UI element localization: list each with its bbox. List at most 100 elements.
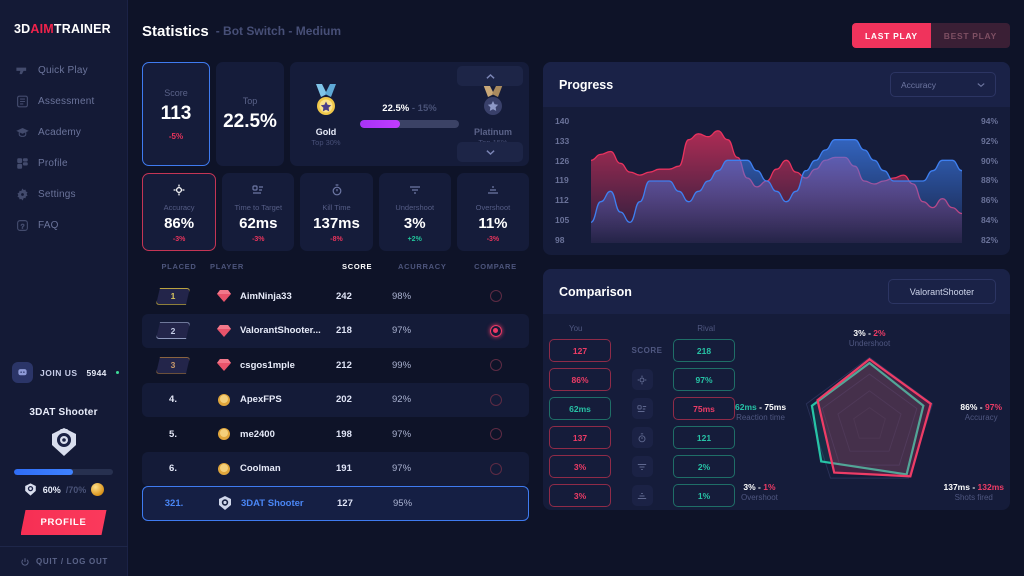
rank-progress: 22.5% - 15% [354,103,465,128]
stat-time-to-target[interactable]: Time to Target 62ms -3% [222,173,295,251]
sidebar-item-profile[interactable]: Profile [0,149,127,178]
stat-kill-time[interactable]: Kill Time 137ms -8% [300,173,373,251]
table-row[interactable]: 3 csgos1mple 212 99% [142,348,529,383]
top-card[interactable]: Top 22.5% [216,62,284,166]
compare-radio[interactable] [489,462,502,475]
accuracy-cell: 97% [392,428,412,440]
player-name: 3DAT Shooter [241,497,304,509]
radar-label-name: Overshoot [741,493,778,502]
join-us-count: 5944 [86,367,107,378]
radar-label-name: Reaction time [736,413,785,422]
stat-label: Overshoot [475,203,511,212]
profile-button[interactable]: PROFILE [21,510,107,535]
join-us-row[interactable]: JOIN US 5944 [0,362,127,383]
xp-progress-bar [14,469,113,475]
sidebar-item-settings[interactable]: Settings [0,180,127,209]
radar-label-overshoot: 3% - 1% Overshoot [741,482,778,502]
compare-radio[interactable] [489,324,502,337]
svg-text:?: ? [21,223,25,230]
table-row[interactable]: 1 AimNinja33 242 98% [142,279,529,314]
you-value: 137 [549,426,611,449]
rival-selector[interactable]: ValorantShooter [888,279,996,304]
top-value: 22.5% [223,110,277,132]
compare-radio[interactable] [489,393,502,406]
stopwatch-icon [631,427,653,448]
you-value: 86% [549,368,611,391]
rank-up-button[interactable] [457,66,523,86]
you-value: 3% [549,484,611,507]
rival-value: 1% [673,484,735,507]
y-tick-left: 105 [555,215,570,225]
table-row[interactable]: 2 ValorantShooter... 218 97% [142,313,529,348]
coin-icon [91,483,105,496]
tab-last-play[interactable]: LAST PLAY [852,23,931,48]
sidebar-profile-card: 3DAT Shooter 60% /70% PROFILE [0,407,127,535]
quit-logout-button[interactable]: QUIT / LOG OUT [0,546,128,576]
rival-value: 75ms [673,397,735,420]
compare-cell [462,428,529,441]
sidebar-item-assessment[interactable]: Assessment [0,87,127,116]
chart-svg [591,119,962,243]
play-toggle: LAST PLAY BEST PLAY [852,23,1010,48]
leaderboard-table: PLACED PLAYER SCORE ACURRACY COMPARE 1 A… [142,262,529,521]
level-next: /70% [65,484,87,495]
next-rank: Platinum Top 15% [465,82,521,147]
table-row[interactable]: 5. me2400 198 97% [142,417,529,452]
radar-rival-value: 75ms [764,402,787,412]
stat-label: Accuracy [163,203,195,212]
table-row[interactable]: 4. ApexFPS 202 92% [142,382,529,417]
progress-metric-dropdown[interactable]: Accuracy [890,72,996,97]
next-rank-name: Platinum [473,126,512,137]
comparison-list: You Rival 127 SCORE 218 86% 97% 62ms 75ms 137 12… [549,324,735,507]
stat-delta: -3% [252,236,265,243]
sidebar-item-quick-play[interactable]: Quick Play [0,56,127,85]
tab-best-play[interactable]: BEST PLAY [930,23,1010,48]
column-accuracy[interactable]: ACURRACY [398,262,447,271]
gold-medal-icon [316,83,336,115]
rank-badge: 1 [156,288,190,305]
logo-prefix: 3D [14,22,31,36]
you-value: 3% [549,455,611,478]
score-cell: 218 [336,325,352,337]
radar-rival-value: 132ms [977,482,1004,492]
table-row[interactable]: 321. 3DAT Shooter 127 95% [142,486,529,521]
radar-label-accuracy: 86% - 97% Accuracy [960,402,1002,422]
y-tick-right: 86% [980,195,998,206]
stat-overshoot[interactable]: Overshoot 11% -3% [456,173,530,251]
undershoot-icon [406,181,424,199]
sidebar-item-label: Assessment [38,96,95,107]
stat-undershoot[interactable]: Undershoot 3% +2% [378,173,451,251]
xp-row: 60% /70% [0,482,127,497]
current-rank-sub: Top 30% [311,137,341,147]
stat-value: 62ms [239,215,278,232]
shooter-icon [217,495,233,511]
sidebar-item-academy[interactable]: Academy [0,118,127,147]
ruby-icon [216,323,232,339]
rank-down-button[interactable] [457,142,523,162]
player-name: ApexFPS [240,394,282,406]
y-tick-right: 82% [980,234,998,245]
compare-radio[interactable] [489,290,502,303]
sidebar-item-faq[interactable]: ? FAQ [0,211,127,240]
compare-radio[interactable] [489,428,502,441]
y-tick-right: 88% [980,175,998,186]
player-name: ValorantShooter... [240,325,321,337]
graduation-cap-icon [16,126,29,139]
ruby-icon [216,357,232,373]
clipboard-icon [16,95,29,108]
stat-label: Kill Time [322,203,351,212]
rival-value: 2% [673,455,735,478]
compare-cell [462,290,529,303]
score-card[interactable]: Score 113 -5% [142,62,210,166]
compare-radio[interactable] [489,359,502,372]
y-tick-left: 98 [555,234,565,245]
table-row[interactable]: 6. Coolman 191 97% [142,451,529,486]
accuracy-cell: 98% [392,290,412,302]
comparison-body: You Rival 127 SCORE 218 86% 97% 62ms 75ms 137 12… [543,314,1010,510]
rank-progress-fill [360,119,400,128]
stat-value: 3% [403,215,426,232]
radar-you-value: 62ms [735,402,757,412]
stat-accuracy[interactable]: Accuracy 86% -3% [142,173,217,251]
column-score[interactable]: SCORE [342,262,373,271]
player-name: me2400 [240,428,275,440]
